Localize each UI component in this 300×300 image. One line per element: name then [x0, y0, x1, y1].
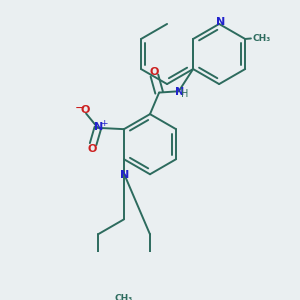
Text: CH₃: CH₃: [253, 34, 271, 43]
Text: O: O: [81, 105, 90, 115]
Text: H: H: [181, 89, 188, 99]
Text: CH₃: CH₃: [115, 294, 133, 300]
Text: O: O: [149, 67, 159, 77]
Text: −: −: [75, 102, 86, 115]
Text: +: +: [100, 119, 107, 128]
Text: N: N: [120, 170, 129, 180]
Text: N: N: [94, 122, 103, 132]
Text: N: N: [216, 17, 225, 27]
Text: N: N: [175, 87, 184, 97]
Text: O: O: [88, 144, 97, 154]
